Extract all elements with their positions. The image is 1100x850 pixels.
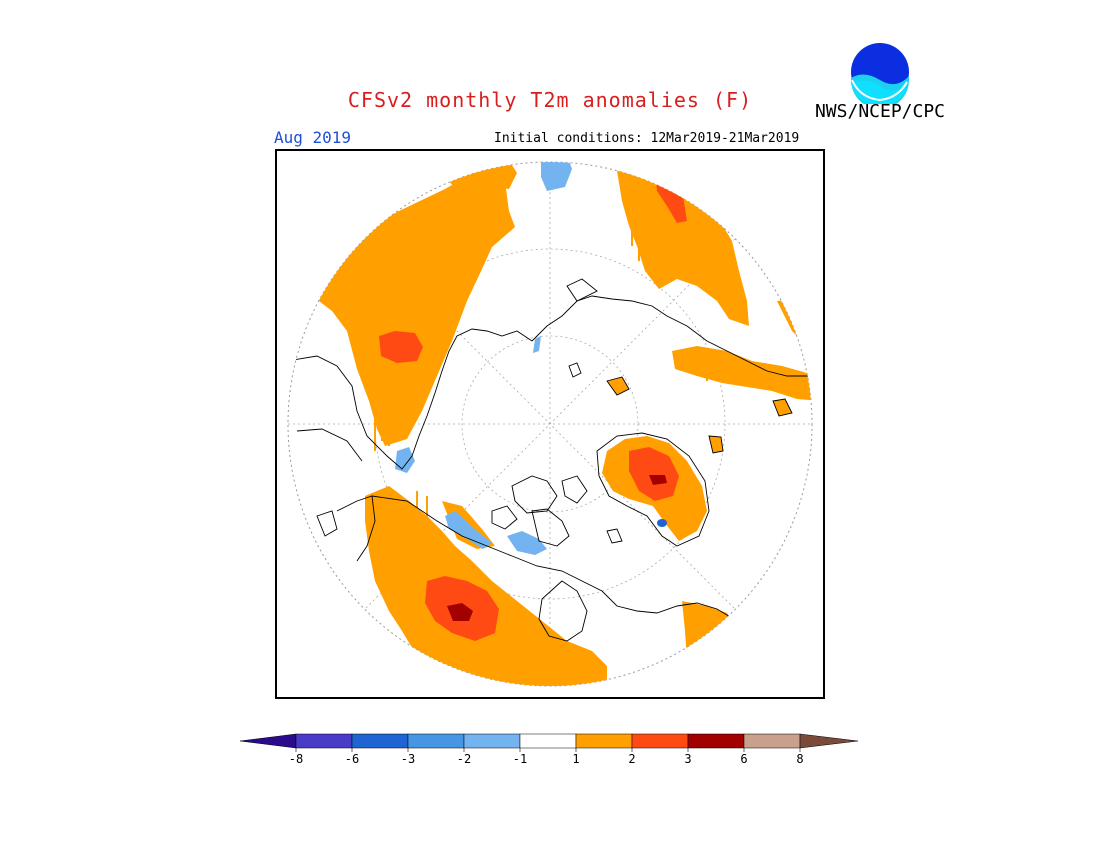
agency-label: NWS/NCEP/CPC (814, 101, 946, 122)
legend-bin (687, 733, 745, 749)
noaa-logo (849, 41, 911, 104)
legend-tick-label: 8 (796, 752, 804, 766)
legend-bin (519, 733, 577, 749)
legend-tick-label: 3 (684, 752, 692, 766)
legend-bin-high-arrow (799, 733, 859, 749)
legend-tick-label: -8 (288, 752, 304, 766)
chart-title: CFSv2 monthly T2m anomalies (F) (347, 88, 753, 112)
warm-anomaly-regions (317, 162, 812, 686)
legend-bin (351, 733, 409, 749)
legend-bin (407, 733, 465, 749)
legend-tick-label: 2 (628, 752, 636, 766)
legend-bin (295, 733, 353, 749)
legend-bin (631, 733, 689, 749)
legend-tick-label: -3 (400, 752, 416, 766)
coastlines (288, 278, 812, 642)
legend-tick-label: 1 (572, 752, 580, 766)
very-strong-warm-anomaly-regions (447, 475, 667, 621)
legend-tick-label: -2 (456, 752, 472, 766)
polar-map (275, 149, 825, 699)
forecast-month-label: Aug 2019 (274, 128, 352, 147)
legend-tick-label: 6 (740, 752, 748, 766)
legend-tick-label: -1 (512, 752, 528, 766)
legend-bin (575, 733, 633, 749)
legend-bin-low-arrow (239, 733, 297, 749)
legend-tick-label: -6 (344, 752, 360, 766)
cool-anomaly-regions (395, 162, 667, 555)
warm-anomaly-streaks (374, 211, 733, 541)
initial-conditions-label: Initial conditions: 12Mar2019-21Mar2019 (494, 131, 800, 146)
legend-bin (463, 733, 521, 749)
legend-bin (743, 733, 801, 749)
color-legend (239, 733, 859, 752)
